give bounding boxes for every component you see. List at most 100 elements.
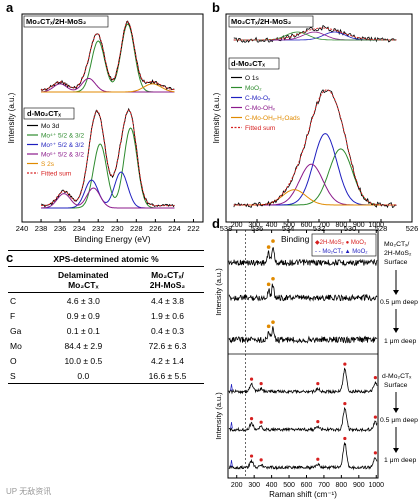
- d-marker-moo2: [230, 459, 233, 467]
- panel-a-letter: a: [6, 0, 14, 15]
- d-marker-moo3: [343, 436, 347, 441]
- a-legend-label: Mo⁴⁺ 5/2 & 3/2: [41, 133, 84, 140]
- b-raw-heterostructure: [233, 24, 397, 43]
- d-marker-moo3: [249, 377, 254, 381]
- a-legend-label: Fitted sum: [41, 171, 71, 178]
- d-right-label: Mo₂CTₓ/: [384, 241, 409, 248]
- d-marker-mos2: [271, 276, 275, 281]
- b-tick-label: 532: [313, 224, 326, 233]
- d-raman-trace: [228, 406, 378, 433]
- a-tick-label: 222: [187, 224, 200, 233]
- d-tick-label: 500: [283, 482, 295, 489]
- watermark: UP 无敌资讯: [6, 487, 52, 496]
- b-tick-label: 528: [375, 224, 388, 233]
- b-legend-label: MoO₂: [245, 85, 262, 92]
- panel-a-frame: [21, 13, 204, 223]
- d-tick-label: 600: [301, 482, 313, 489]
- panel-d-letter: d: [212, 216, 220, 231]
- table-title: XPS-determined atomic %: [8, 250, 204, 267]
- d-marker-mos2: [266, 282, 271, 287]
- d-ylabel-top: Intensity (a.u.): [214, 268, 223, 316]
- b-tick-label: 538: [220, 224, 233, 233]
- a-component-S2s: [41, 83, 175, 93]
- a-raw-data: [40, 20, 175, 92]
- table-row: S 0.0 16.6 ± 5.5: [8, 368, 204, 384]
- table-row: O 10.0 ± 0.5 4.2 ± 1.4: [8, 353, 204, 368]
- d-marker-moo3: [259, 382, 263, 386]
- cell-heterostructure: 16.6 ± 5.5: [148, 370, 187, 381]
- cell-heterostructure: 4.2 ± 1.4: [150, 355, 185, 366]
- d-marker-moo3: [343, 402, 347, 406]
- table-row: Mo 84.4 ± 2.9 72.6 ± 6.3: [8, 338, 204, 353]
- cell-delaminated: 0.1 ± 0.1: [66, 325, 100, 336]
- b-component-heterostructure: [233, 31, 397, 41]
- d-marker-moo3: [316, 382, 320, 386]
- a-legend-label: Mo⁶⁺ 5/2 & 3/2: [41, 152, 84, 159]
- d-marker-moo3: [249, 454, 254, 458]
- d-tick-label: 400: [266, 482, 278, 489]
- d-raman-trace: [228, 441, 378, 471]
- cell-element: Ga: [10, 325, 22, 336]
- d-raman-trace: [228, 283, 378, 302]
- d-tick-label: 900: [353, 482, 365, 489]
- d-right-label: Surface: [384, 382, 408, 389]
- d-legend-line2: - - Mo₂CTₓ ▲ MoO₂: [315, 249, 368, 255]
- b-tick-label: 530: [344, 224, 357, 233]
- b-legend-label: O 1s: [245, 75, 259, 82]
- d-depth-arrowhead: [393, 448, 399, 453]
- cell-element: F: [10, 310, 16, 321]
- d-right-label: 0.5 μm deep: [380, 417, 418, 424]
- d-tick-label-top: 800: [336, 222, 348, 229]
- d-right-label: 1 μm deep: [384, 457, 416, 464]
- cell-element: Mo: [10, 340, 22, 351]
- a-tick-label: 236: [54, 224, 67, 233]
- a-label-box: [23, 15, 109, 28]
- a-label-box: [23, 107, 75, 120]
- d-marker-mos2: [271, 320, 275, 324]
- table-row: Ga 0.1 ± 0.1 0.4 ± 0.3: [8, 323, 204, 338]
- d-raman-trace: [228, 326, 378, 344]
- a-tick-label: 238: [35, 224, 48, 233]
- b-legend-label: C-Mo-Oₓ: [245, 95, 271, 102]
- xps-atomic-table: XPS-determined atomic % Delaminated Mo₂CT…: [8, 250, 204, 384]
- b-legend-label: Fitted sum: [245, 125, 275, 132]
- b-fitted-heterostructure: [233, 27, 397, 41]
- a-ylabel: Intensity (a.u.): [7, 92, 16, 143]
- cell-heterostructure: 4.4 ± 3.8: [150, 295, 185, 306]
- d-legend-box: [311, 233, 377, 257]
- d-tick-label: 300: [248, 482, 260, 489]
- cell-element: C: [10, 295, 17, 306]
- b-component-C-Mo-OHx-H2Oads: [233, 189, 397, 206]
- cell-delaminated: 4.6 ± 3.0: [66, 295, 100, 306]
- b-legend-label: C-Mo-OHₓ-H₂Oads: [245, 115, 301, 122]
- a-tick-label: 230: [111, 224, 124, 233]
- d-depth-arrowhead: [393, 290, 399, 295]
- b-tick-label: 526: [406, 224, 419, 233]
- d-marker-moo3: [373, 415, 377, 419]
- a-label-delaminated: d-Mo₂CTₓ: [27, 109, 61, 118]
- cell-delaminated: 84.4 ± 2.9: [64, 340, 103, 351]
- b-label-box: [228, 15, 314, 28]
- d-tick-label-top: 200: [231, 222, 243, 229]
- d-marker-moo3: [316, 420, 320, 424]
- a-label-heterostructure: Mo₂CTₓ/2H-MoS₂: [26, 17, 86, 26]
- d-tick-label-top: 600: [301, 222, 313, 229]
- d-tick-label: 700: [318, 482, 330, 489]
- d-tick-label-top: 400: [266, 222, 278, 229]
- a-xlabel: Binding Energy (eV): [74, 234, 150, 244]
- a-component-Mo4+: [41, 127, 175, 209]
- b-component-C-Mo-Ox: [233, 133, 397, 206]
- d-tick-label-top: 700: [318, 222, 330, 229]
- d-ylabel-bot: Intensity (a.u.): [214, 392, 223, 440]
- a-tick-label: 224: [168, 224, 181, 233]
- table-row: C 4.6 ± 3.0 4.4 ± 3.8: [8, 292, 204, 309]
- col2-header: Mo₂CTₓ/2H-MoS₂: [149, 269, 186, 290]
- col1-header: Delaminated Mo₂CTₓ: [58, 269, 109, 290]
- table-row: F 0.9 ± 0.9 1.9 ± 0.6: [8, 308, 204, 323]
- cell-delaminated: 0.0: [77, 370, 90, 381]
- a-legend-label: S 2s: [41, 161, 55, 168]
- d-marker-moo3: [259, 458, 263, 462]
- b-label-box: [228, 57, 280, 70]
- d-right-label: 0.5 μm deep: [380, 299, 418, 306]
